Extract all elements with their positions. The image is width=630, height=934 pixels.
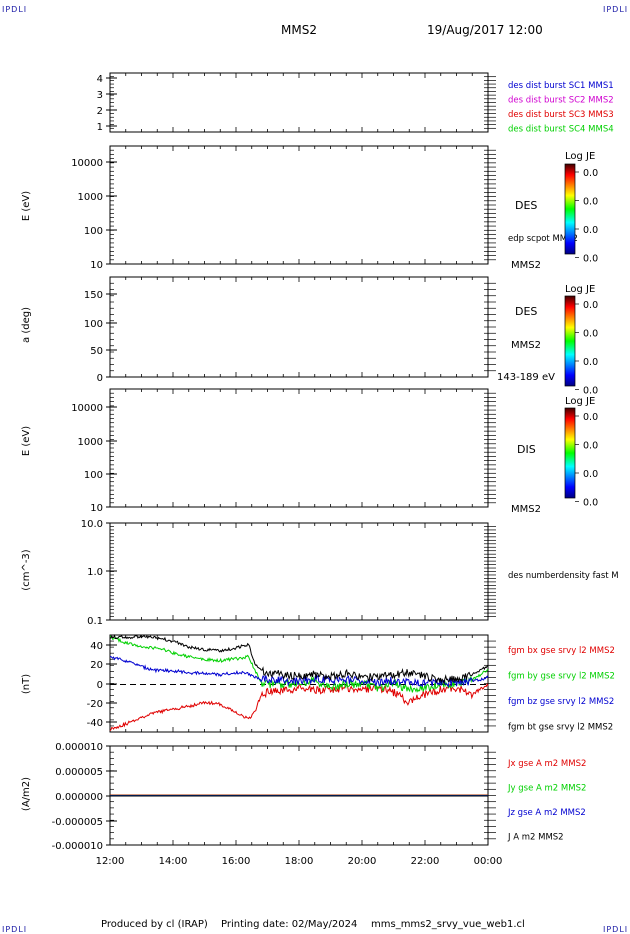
legend-burst-entry: des dist burst SC4 MMS4 [508,125,614,135]
colorbar [564,295,576,387]
colorbar-title: Log JE [565,284,595,295]
side-label: MMS2 [511,260,541,271]
colorbar-tick-label: 0.0 [583,254,598,265]
footer-produced-by: Produced by cl (IRAP) [101,919,208,930]
y-tick-label: 1000 [78,437,103,448]
legend-field-entry: fgm bx gse srvy l2 MMS2 [508,646,615,656]
y-tick-label: 2 [97,106,103,117]
panel-frame-density [109,522,489,621]
colorbar-tick-label: 0.0 [583,225,598,236]
y-axis-title: (nT) [21,674,32,694]
legend-current-entry: Jz gse A m2 MMS2 [507,808,586,818]
panel-frame-dis-energy-spectrogram [109,388,489,508]
colorbar-tick-label: 0.0 [583,386,598,397]
y-tick-label: 0.000005 [55,767,103,778]
x-tick-label: 20:00 [348,856,377,867]
datetime-title: 19/Aug/2017 12:00 [427,23,543,37]
y-axis-title: E (eV) [21,426,32,456]
legend-density: des numberdensity fast M [508,571,619,581]
side-label: MMS2 [511,504,541,515]
y-tick-label: 1000 [78,192,103,203]
colorbar-tick-label: 0.0 [583,300,598,311]
y-tick-label: 100 [84,470,103,481]
colorbar-tick-label: 0.0 [583,441,598,452]
panel-frame-des-energy-spectrogram [109,145,489,265]
y-tick-label: 50 [90,346,103,357]
y-axis-title: E (eV) [21,191,32,221]
colorbar-tick-label: 0.0 [583,412,598,423]
y-tick-label: 100 [84,226,103,237]
y-tick-label: 1.0 [87,567,103,578]
y-tick-label: 40 [90,641,103,652]
y-tick-label: 10 [90,503,103,514]
x-tick-label: 00:00 [474,856,503,867]
y-tick-label: 0 [97,373,103,384]
y-tick-label: 0.000000 [55,792,103,803]
series-line-bt [109,634,489,686]
y-tick-label: 10000 [71,403,103,414]
y-tick-label: 10000 [71,158,103,169]
spacecraft-title: MMS2 [281,23,317,37]
colorbar-title: Log JE [565,151,595,162]
series-line-bz [109,656,489,688]
x-tick-label: 12:00 [96,856,125,867]
y-tick-label: 0.1 [87,616,103,627]
y-tick-label: 0.000010 [55,742,103,753]
y-tick-label: 10 [90,260,103,271]
legend-burst-entry: des dist burst SC1 MMS1 [508,81,614,91]
corner-label-bottom-left: IPDLI [2,925,28,934]
y-axis-title: a (deg) [21,307,32,343]
x-tick-label: 22:00 [411,856,440,867]
footer-printing-date: Printing date: 02/May/2024 [221,919,358,930]
colorbar-tick-label: 0.0 [583,498,598,509]
legend-field-entry: fgm by gse srvy l2 MMS2 [508,672,615,682]
colorbar-tick-label: 0.0 [583,357,598,368]
y-tick-label: 10.0 [81,519,103,530]
colorbar [564,407,576,499]
y-tick-label: -0.000010 [52,841,103,852]
legend-field-entry: fgm bz gse srvy l2 MMS2 [508,697,614,707]
legend-burst-entry: des dist burst SC3 MMS3 [508,110,614,120]
legend-current-entry: J A m2 MMS2 [507,833,564,843]
panel-frame-des-pitch-angle [109,276,489,378]
x-tick-label: 18:00 [285,856,314,867]
side-label: DES [515,199,537,212]
side-label: DIS [517,443,536,456]
legend-current-entry: Jx gse A m2 MMS2 [507,759,586,769]
y-axis-title: (cm^-3) [21,549,32,590]
y-tick-label: 0 [97,680,103,691]
side-label: edp scpot MMS2 [508,234,578,244]
legend-field-entry: fgm bt gse srvy l2 MMS2 [508,723,613,733]
y-tick-label: 1 [97,122,103,133]
legend-current-entry: Jy gse A m2 MMS2 [507,784,586,794]
y-tick-label: 3 [97,90,103,101]
side-label: 143-189 eV [497,372,555,383]
corner-label-right: IPDLI [603,5,629,14]
side-label: MMS2 [511,340,541,351]
y-tick-label: 100 [84,319,103,330]
panel-frame-burst-availability [109,72,489,133]
legend-burst-entry: des dist burst SC2 MMS2 [508,96,614,106]
colorbar-tick-label: 0.0 [583,329,598,340]
y-tick-label: -40 [87,718,103,729]
colorbar-tick-label: 0.0 [583,469,598,480]
colorbar [564,163,576,255]
x-tick-label: 14:00 [159,856,188,867]
y-tick-label: -0.000005 [52,817,103,828]
colorbar-tick-label: 0.0 [583,197,598,208]
x-tick-label: 16:00 [222,856,251,867]
side-label: DES [515,305,537,318]
y-tick-label: 4 [97,74,103,85]
corner-label-left: IPDLI [2,5,28,14]
footer-filename: mms_mms2_srvy_vue_web1.cl [371,919,525,930]
y-tick-label: 150 [84,290,103,301]
corner-label-bottom-right: IPDLI [603,925,629,934]
y-axis-title: (A/m2) [21,777,32,811]
series-line-bx [109,683,489,731]
y-tick-label: 20 [90,660,103,671]
colorbar-title: Log JE [565,396,595,407]
colorbar-tick-label: 0.0 [583,168,598,179]
y-tick-label: -20 [87,699,103,710]
